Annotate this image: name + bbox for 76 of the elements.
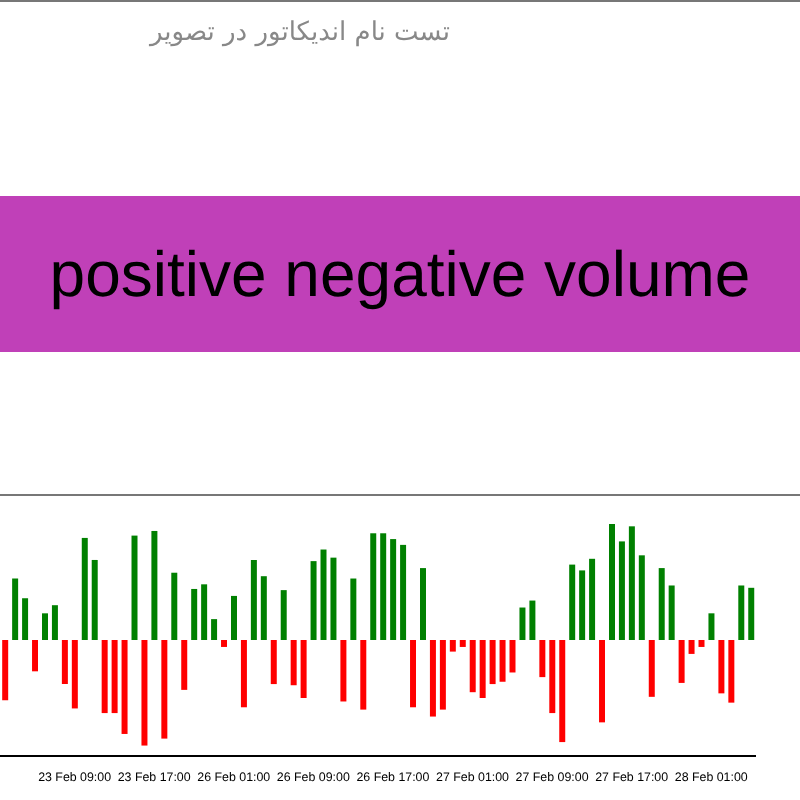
bar <box>539 640 546 678</box>
bar <box>559 640 566 743</box>
bar <box>161 640 168 739</box>
bar <box>658 568 665 640</box>
bar <box>230 595 237 640</box>
bar <box>350 578 357 640</box>
bar <box>280 590 287 640</box>
bar <box>181 640 188 690</box>
bar <box>638 555 645 640</box>
bar <box>101 640 108 714</box>
bar <box>171 572 178 640</box>
bar <box>410 640 417 708</box>
bar <box>728 640 735 703</box>
bar <box>310 561 317 640</box>
bar <box>549 640 556 714</box>
bar <box>22 598 29 640</box>
bar <box>698 640 705 647</box>
bar <box>32 640 39 672</box>
bar <box>449 640 456 652</box>
bar <box>240 640 247 708</box>
bar <box>370 533 377 640</box>
bar <box>419 568 426 640</box>
bar <box>748 587 755 640</box>
bar <box>141 640 148 746</box>
bar <box>71 640 78 709</box>
bar <box>718 640 725 694</box>
text: تست نام اندیکاتور در تصویر <box>147 18 453 48</box>
bar <box>121 640 128 734</box>
bar <box>221 640 228 647</box>
bar <box>668 585 675 640</box>
bar <box>400 544 407 640</box>
bar <box>509 640 516 673</box>
bar <box>250 559 257 640</box>
bar <box>360 640 367 710</box>
bar <box>678 640 685 683</box>
bar <box>61 640 68 685</box>
bar <box>599 640 606 723</box>
bar <box>41 613 48 640</box>
bar <box>380 533 387 640</box>
bar <box>201 584 208 640</box>
bar <box>459 640 466 647</box>
bar <box>191 588 198 640</box>
bar <box>390 539 397 640</box>
bar <box>151 530 158 640</box>
bar <box>91 559 98 640</box>
bar <box>648 640 655 697</box>
bar <box>260 576 267 640</box>
bar <box>51 605 58 640</box>
bar <box>429 640 436 717</box>
bar <box>579 570 586 640</box>
bar <box>479 640 486 698</box>
bar <box>439 640 446 710</box>
bar <box>300 640 307 698</box>
bar <box>340 640 347 702</box>
bar <box>499 640 506 682</box>
bar <box>211 619 218 640</box>
bar <box>628 526 635 640</box>
bar <box>618 541 625 640</box>
bar <box>111 640 118 714</box>
bar <box>489 640 496 685</box>
bar <box>2 640 9 701</box>
bar <box>688 640 695 654</box>
bar <box>708 613 715 640</box>
bar <box>81 537 88 640</box>
bar <box>608 524 615 640</box>
bar <box>738 585 745 640</box>
bar <box>589 558 596 640</box>
bar <box>529 600 536 640</box>
bar <box>290 640 297 686</box>
text: positive negative volume <box>0 196 800 352</box>
bar <box>519 607 526 640</box>
bar <box>12 578 19 640</box>
bar <box>569 564 576 640</box>
bar <box>270 640 277 685</box>
bar <box>469 640 476 693</box>
bar <box>131 535 138 640</box>
